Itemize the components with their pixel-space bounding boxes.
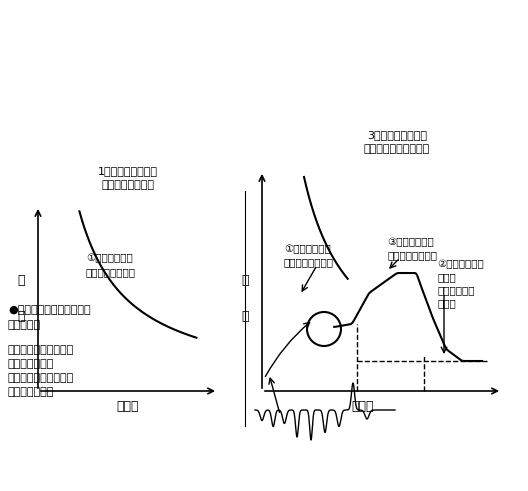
Text: ③　短限時特性
　検知器時延遮断: ③ 短限時特性 検知器時延遮断 — [387, 237, 437, 260]
Text: ●従来品（動作特性曲線）
　との比較: ●従来品（動作特性曲線） との比較 — [8, 305, 91, 330]
Text: 1限時動作特性曲線
「安全ブレーカ」: 1限時動作特性曲線 「安全ブレーカ」 — [98, 166, 158, 190]
Text: 電　流: 電 流 — [352, 401, 374, 413]
Text: 時

間: 時 間 — [241, 274, 249, 323]
Text: ②　短限時遮断
　特性
　瞬時コイル
　遮断: ② 短限時遮断 特性 瞬時コイル 遮断 — [437, 259, 484, 308]
Text: プラグのトラッキング
現象による短絡
プラグの発火前後に発
生する電流波形: プラグのトラッキング 現象による短絡 プラグの発火前後に発 生する電流波形 — [8, 345, 74, 397]
Text: 電　流: 電 流 — [117, 401, 139, 413]
Text: ①　長限時特性
　バイメタル遮断: ① 長限時特性 バイメタル遮断 — [284, 245, 334, 268]
Text: ①　長限時特性
　バイメタル遮断: ① 長限時特性 バイメタル遮断 — [86, 253, 136, 277]
Text: 3限時動作特性曲線
「あんしんブレーカ」: 3限時動作特性曲線 「あんしんブレーカ」 — [364, 130, 430, 154]
Text: 時

間: 時 間 — [17, 274, 25, 323]
